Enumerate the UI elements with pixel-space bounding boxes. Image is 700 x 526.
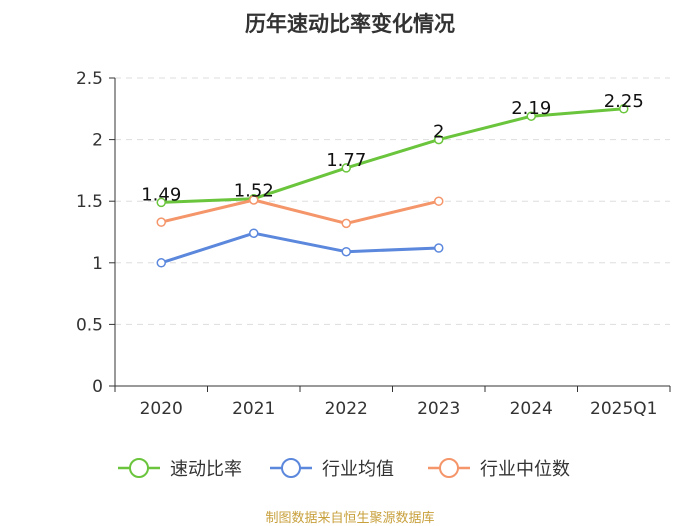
y-tick-label: 2 (92, 131, 103, 151)
legend-item-0: 速动比率 (118, 458, 242, 480)
data-label: 1.77 (326, 150, 366, 171)
data-point (341, 163, 351, 173)
y-tick-label: 2.5 (76, 69, 103, 89)
chart-title: 历年速动比率变化情况 (245, 12, 455, 36)
data-point (434, 196, 444, 206)
series-line-0 (161, 107, 624, 204)
data-point (156, 258, 166, 268)
series-points (156, 104, 629, 268)
data-point (156, 217, 166, 227)
data-labels: 1.49 1.52 1.77 2 2.19 2.25 (141, 91, 644, 206)
y-tick-label: 0 (92, 377, 103, 397)
x-tick-label: 2020 (140, 399, 183, 419)
data-point (434, 134, 444, 145)
legend-marker (281, 458, 301, 478)
series-line-2 (160, 198, 440, 225)
data-label: 2.19 (511, 98, 551, 119)
data-point (249, 228, 259, 238)
data-point (341, 218, 351, 229)
series-line-1 (160, 231, 439, 265)
data-point (341, 246, 351, 257)
data-point (156, 197, 166, 208)
x-tick-label: 2022 (325, 399, 368, 419)
x-tick-label: 2025Q1 (590, 399, 657, 419)
y-tick-label: 1 (92, 254, 103, 274)
data-point (434, 243, 444, 253)
x-tick-label: 2021 (232, 399, 275, 419)
x-tick-label: 2024 (510, 399, 553, 419)
y-tick-label: 1.5 (76, 192, 103, 212)
legend-label: 速动比率 (170, 459, 242, 480)
legend: 速动比率 行业均值 行业中位数 (118, 458, 570, 480)
data-point (619, 104, 629, 114)
data-label: 1.52 (234, 181, 274, 202)
series-lines (160, 107, 624, 265)
data-point (249, 195, 259, 205)
legend-marker (129, 458, 149, 478)
y-tick-label: 0.5 (76, 315, 103, 335)
source-note: 制图数据来自恒生聚源数据库 (265, 511, 435, 526)
legend-label: 行业均值 (322, 459, 394, 480)
legend-marker (439, 458, 459, 478)
data-point (526, 111, 536, 121)
legend-item-1: 行业均值 (270, 458, 394, 480)
data-label: 2 (433, 122, 444, 143)
data-label: 1.49 (141, 184, 181, 205)
data-label: 2.25 (604, 91, 644, 112)
legend-label: 行业中位数 (480, 459, 570, 480)
x-tick-label: 2023 (417, 399, 460, 419)
legend-item-2: 行业中位数 (428, 458, 570, 480)
